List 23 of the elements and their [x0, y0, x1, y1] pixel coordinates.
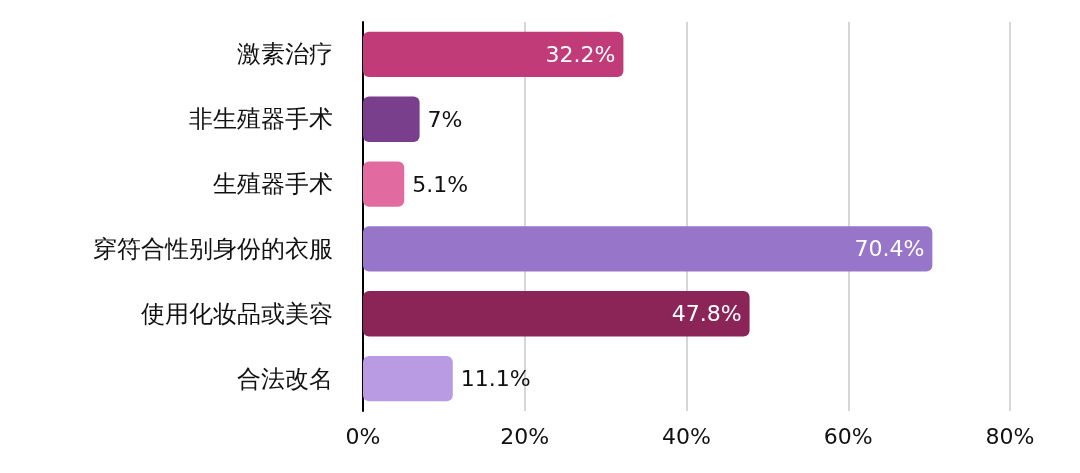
- y-tick-label: 激素治疗: [237, 40, 333, 69]
- y-tick-label: 生殖器手术: [213, 170, 333, 199]
- y-tick-label: 合法改名: [237, 364, 333, 393]
- bar: [363, 161, 405, 207]
- bar: [363, 355, 453, 402]
- y-tick-label: 非生殖器手术: [189, 105, 333, 134]
- data-label: 5.1%: [412, 171, 469, 197]
- x-tick-label: 60%: [823, 423, 873, 449]
- data-label: 7%: [427, 106, 463, 132]
- bar: [363, 96, 420, 142]
- bar: [363, 31, 624, 78]
- y-tick-label: 使用化妆品或美容: [141, 299, 333, 328]
- x-tick-label: 20%: [500, 423, 550, 449]
- data-label: 11.1%: [460, 366, 531, 392]
- data-label: 32.2%: [545, 41, 616, 67]
- bar: [363, 291, 750, 337]
- y-tick-label: 穿符合性别身份的衣服: [93, 234, 333, 263]
- data-label: 47.8%: [671, 301, 742, 327]
- x-tick-label: 0%: [345, 423, 381, 449]
- x-tick-label: 80%: [985, 423, 1035, 449]
- data-label: 70.4%: [854, 236, 925, 262]
- x-tick-label: 40%: [662, 423, 711, 449]
- bar: [363, 226, 933, 272]
